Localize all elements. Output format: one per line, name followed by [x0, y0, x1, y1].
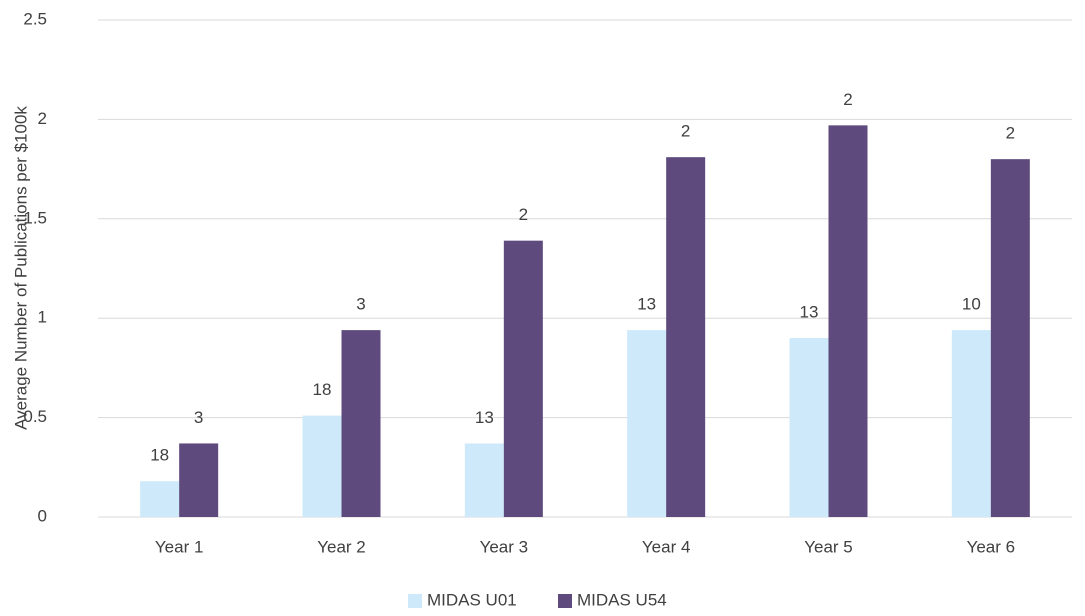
- x-tick-label: Year 1: [155, 537, 204, 556]
- legend-label: MIDAS U54: [577, 590, 667, 609]
- legend-swatch: [558, 594, 572, 608]
- bar: [140, 481, 180, 517]
- x-tick-label: Year 4: [642, 537, 691, 556]
- data-label: 13: [800, 303, 819, 322]
- x-tick-label: Year 5: [804, 537, 853, 556]
- x-tick-label: Year 6: [967, 537, 1016, 556]
- bar: [179, 443, 219, 517]
- y-tick-label: 0: [38, 506, 47, 525]
- bar: [627, 330, 667, 517]
- y-tick-label: 1: [38, 308, 47, 327]
- data-label: 2: [681, 122, 690, 141]
- data-label: 3: [194, 408, 203, 427]
- y-tick-label: 2.5: [23, 9, 47, 28]
- x-tick-label: Year 3: [480, 537, 529, 556]
- y-axis-title: Average Number of Publications per $100k: [11, 106, 30, 430]
- data-label: 2: [1006, 124, 1015, 143]
- bar: [503, 240, 543, 517]
- y-tick-label: 1.5: [23, 208, 47, 227]
- x-tick-label: Year 2: [317, 537, 366, 556]
- legend-label: MIDAS U01: [427, 590, 517, 609]
- data-label: 13: [475, 408, 494, 427]
- data-label: 18: [313, 380, 332, 399]
- bar: [464, 443, 504, 517]
- bar: [666, 157, 706, 517]
- bar: [789, 338, 829, 517]
- data-label: 2: [519, 205, 528, 224]
- bar: [302, 415, 342, 517]
- y-tick-label: 2: [38, 109, 47, 128]
- data-label: 3: [356, 295, 365, 314]
- bar: [951, 330, 991, 517]
- legend-swatch: [408, 594, 422, 608]
- data-label: 18: [150, 446, 169, 465]
- bar: [828, 125, 868, 517]
- data-label: 10: [962, 295, 981, 314]
- data-label: 2: [843, 90, 852, 109]
- y-tick-label: 0.5: [23, 407, 47, 426]
- data-label: 13: [637, 295, 656, 314]
- bar: [341, 330, 381, 517]
- bar: [990, 159, 1030, 517]
